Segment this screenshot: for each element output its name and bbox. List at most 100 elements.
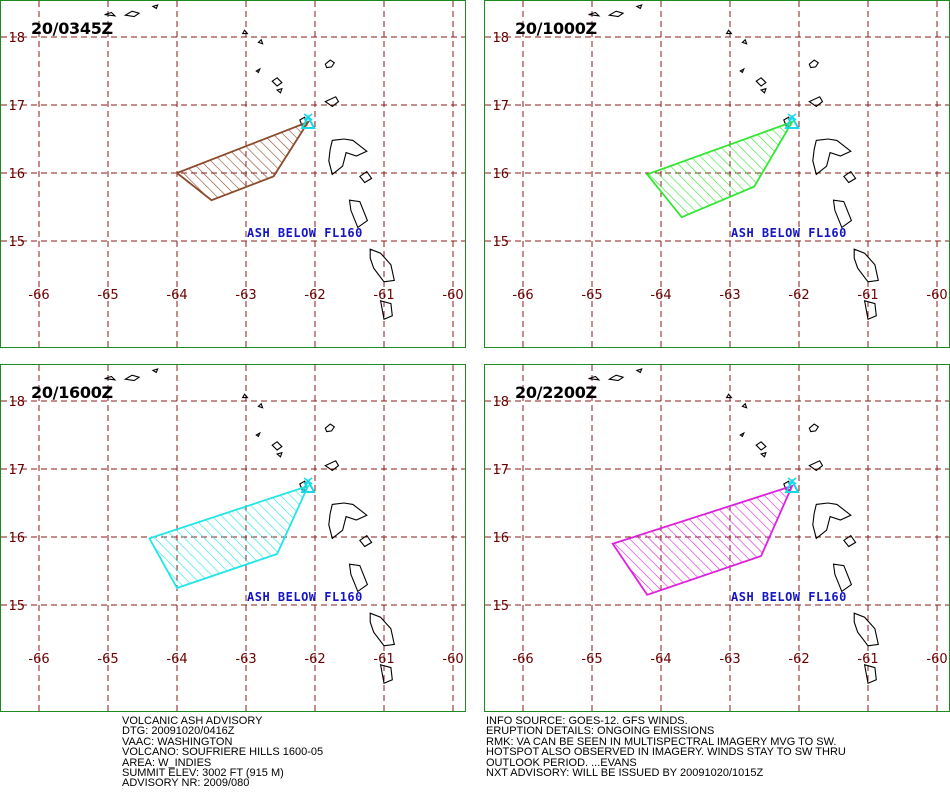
volcano-marker-stroke [787, 477, 797, 485]
advisory-summit-elev: SUMMIT ELEV: 3002 FT (915 M) [122, 767, 284, 780]
latitude-tick-label: 16 [492, 531, 509, 546]
longitude-tick-label: -61 [373, 288, 394, 303]
island-coastline [123, 374, 141, 382]
advisory-remark-line-3: OUTLOOK PERIOD. ...EVANS [486, 756, 637, 769]
island-coastline [123, 10, 141, 18]
longitude-tick-label: -65 [581, 288, 602, 303]
longitude-tick-label: -66 [28, 288, 49, 303]
advisory-next-advisory: NXT ADVISORY: WILL BE ISSUED BY 20091020… [486, 767, 764, 780]
island-coastline [755, 441, 767, 451]
island-coastline [104, 11, 117, 17]
island-coastline [379, 300, 393, 320]
longitude-tick-label: -64 [650, 288, 671, 303]
longitude-tick-label: -62 [788, 288, 809, 303]
island-coastline [607, 10, 625, 18]
island-coastline [635, 4, 643, 10]
volcano-marker-stroke [303, 477, 313, 485]
forecast-time-label: 20/0345Z [31, 19, 113, 38]
island-coastline [812, 502, 852, 540]
latitude-tick-label: 16 [492, 167, 509, 182]
island-coastline [759, 451, 767, 458]
longitude-tick-label: -64 [166, 288, 187, 303]
island-coastline [348, 199, 369, 229]
longitude-tick-label: -66 [512, 652, 533, 667]
longitude-tick-label: -60 [926, 288, 947, 303]
ash-level-label: ASH BELOW FL160 [247, 590, 363, 604]
island-coastline [358, 170, 373, 184]
ash-cloud-polygon [175, 120, 311, 202]
island-coastline [151, 368, 159, 374]
island-coastline [151, 4, 159, 10]
island-coastline [257, 402, 264, 409]
latitude-tick-label: 16 [8, 531, 25, 546]
advisory-remarks-block: INFO SOURCE: GOES-12. GFS WINDS. ERUPTIO… [486, 715, 846, 780]
map-panel-1000z: 18 17 16 15 -66 -65 -64 -63 -62 -61 -60 20/1000Z A… [484, 0, 950, 348]
longitude-tick-label: -62 [304, 288, 325, 303]
longitude-tick-label: -65 [97, 652, 118, 667]
advisory-info-source: INFO SOURCE: GOES-12. GFS WINDS. [486, 715, 688, 727]
advisory-remark-line-2: HOTSPOT ALSO OBSERVED IN IMAGERY. WINDS … [486, 746, 846, 759]
map-panel-2200z: 18 17 16 15 -66 -65 -64 -63 -62 -61 -60 20/2200Z A… [484, 364, 950, 712]
island-coastline [832, 199, 853, 229]
ash-forecast-map: 18 17 16 15 -66 -65 -64 -63 -62 -61 -60 [1, 365, 465, 711]
island-coastline [812, 138, 852, 176]
island-coastline [725, 393, 733, 399]
advisory-remark-line-1: RMK: VA CAN BE SEEN IN MULTISPECTRAL IMA… [486, 735, 837, 748]
advisory-number: ADVISORY NR: 2009/080 [122, 777, 250, 790]
latitude-tick-label: 18 [8, 395, 25, 410]
latitude-tick-label: 17 [8, 99, 25, 114]
island-coastline [275, 87, 283, 94]
latitude-tick-label: 15 [492, 235, 509, 250]
island-coastline [739, 67, 745, 74]
island-coastline [588, 375, 601, 381]
latitude-tick-label: 16 [8, 167, 25, 182]
forecast-time-label: 20/1000Z [515, 19, 597, 38]
island-coastline [328, 138, 368, 176]
longitude-tick-label: -65 [97, 288, 118, 303]
island-coastline [842, 170, 857, 184]
longitude-tick-label: -60 [442, 652, 463, 667]
ash-level-label: ASH BELOW FL160 [731, 590, 847, 604]
latitude-tick-label: 18 [492, 395, 509, 410]
island-coastline [275, 451, 283, 458]
ash-level-label: ASH BELOW FL160 [731, 226, 847, 240]
island-coastline [241, 29, 249, 35]
island-coastline [759, 87, 767, 94]
island-coastline [271, 77, 283, 87]
island-coastline [104, 375, 117, 381]
island-coastline [358, 534, 373, 548]
latitude-tick-label: 17 [492, 463, 509, 478]
island-coastline [369, 612, 395, 647]
island-coastline [257, 38, 264, 45]
island-coastline [324, 59, 336, 69]
island-coastline [379, 664, 393, 684]
latitude-tick-label: 18 [492, 31, 509, 46]
advisory-vaac: VAAC: WASHINGTON [122, 735, 233, 748]
longitude-tick-label: -61 [857, 288, 878, 303]
volcano-triangle-icon [784, 114, 800, 129]
island-coastline [808, 96, 824, 108]
advisory-dtg: DTG: 20091020/0416Z [122, 725, 235, 738]
island-coastline [808, 423, 820, 433]
island-coastline [324, 423, 336, 433]
longitude-tick-label: -61 [373, 652, 394, 667]
latitude-tick-label: 15 [8, 599, 25, 614]
longitude-tick-label: -62 [304, 652, 325, 667]
island-coastline [348, 563, 369, 593]
volcano-triangle-icon [300, 478, 316, 493]
longitude-tick-label: -64 [650, 652, 671, 667]
ash-level-label: ASH BELOW FL160 [247, 226, 363, 240]
volcano-marker-stroke [303, 113, 313, 121]
island-coastline [832, 563, 853, 593]
island-coastline [853, 612, 879, 647]
advisory-header-block: VOLCANIC ASH ADVISORY DTG: 20091020/0416… [122, 715, 323, 790]
latitude-tick-label: 15 [492, 599, 509, 614]
advisory-eruption-details: ERUPTION DETAILS: ONGOING EMISSIONS [486, 725, 715, 738]
island-coastline [369, 248, 395, 283]
longitude-tick-label: -63 [719, 288, 740, 303]
latitude-tick-label: 15 [8, 235, 25, 250]
island-coastline [863, 664, 877, 684]
map-panel-0345z: 18 17 16 15 -66 -65 -64 -63 -62 -61 -60 20/0345Z A… [0, 0, 466, 348]
island-coastline [741, 402, 748, 409]
island-coastline [863, 300, 877, 320]
